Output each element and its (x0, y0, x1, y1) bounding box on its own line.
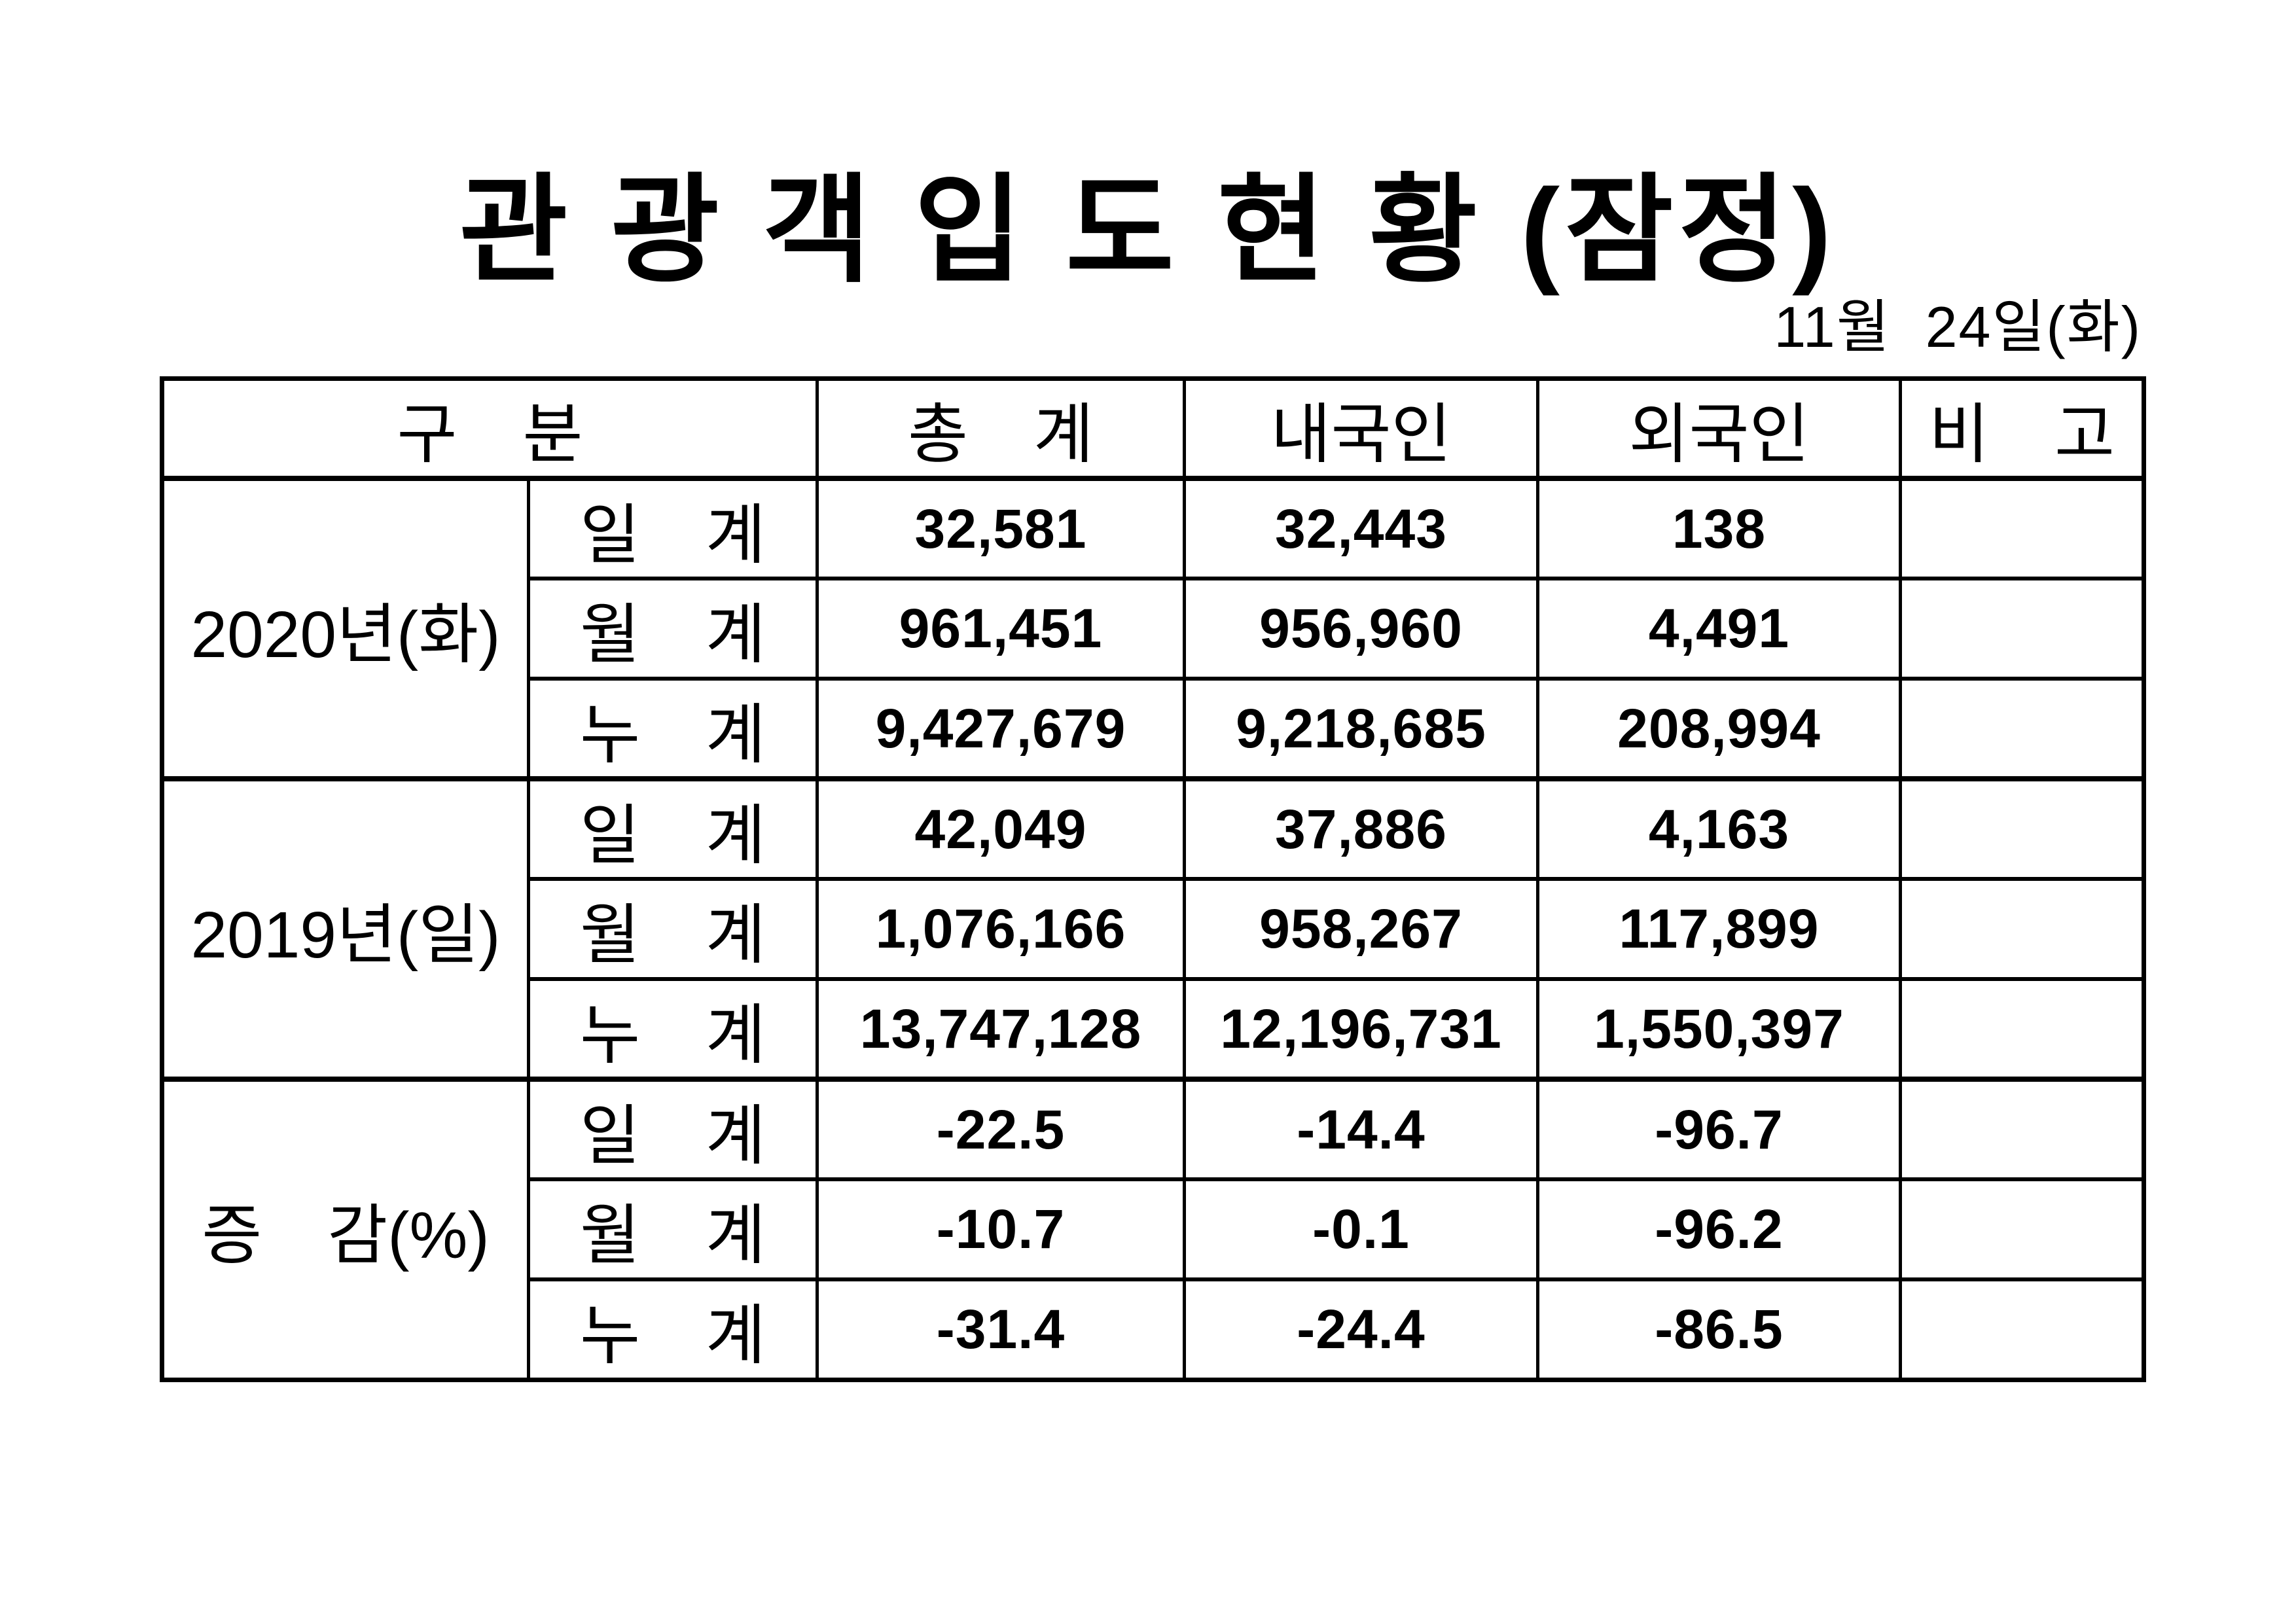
cell-foreign: 138 (1536, 476, 1902, 580)
cell-note (1899, 1277, 2145, 1382)
cell-total: 13,747,128 (816, 977, 1186, 1081)
row-label-cumulative: 누 계 (527, 977, 819, 1081)
table-row: 2019년(일) 일 계 42,049 37,886 4,163 (160, 776, 2145, 1081)
cell-total: 961,451 (816, 577, 1186, 681)
group-label-2020: 2020년(화) (160, 476, 530, 781)
row-label-monthly: 월 계 (527, 877, 819, 981)
cell-domestic: 32,443 (1183, 476, 1539, 580)
cell-domestic: 12,196,731 (1183, 977, 1539, 1081)
cell-foreign: -96.2 (1536, 1177, 1902, 1281)
row-label-daily: 일 계 (527, 476, 819, 580)
header-row: 구 분 총 계 내국인 외국인 비 고 (160, 376, 2145, 480)
cell-domestic: 956,960 (1183, 577, 1539, 681)
cell-foreign: 208,994 (1536, 677, 1902, 781)
cell-foreign: -86.5 (1536, 1277, 1902, 1382)
cell-domestic: -14.4 (1183, 1077, 1539, 1181)
group-label-2019: 2019년(일) (160, 776, 530, 1081)
cell-total: 9,427,679 (816, 677, 1186, 781)
cell-domestic: -0.1 (1183, 1177, 1539, 1281)
report-date: 11월 24일(화) (1774, 294, 2142, 359)
cell-domestic: -24.4 (1183, 1277, 1539, 1382)
header-cell-gubun: 구 분 (160, 376, 819, 480)
group-label-change-pct: 증 감(%) (160, 1077, 530, 1382)
table-row: 누 계 13,747,128 12,196,731 1,550,397 (162, 977, 2145, 1081)
table-row: 누 계 9,427,679 9,218,685 208,994 (162, 677, 2145, 781)
cell-note (1899, 577, 2145, 681)
header-cell-note: 비 고 (1899, 376, 2145, 480)
header-cell-total: 총 계 (816, 376, 1186, 480)
cell-domestic: 37,886 (1183, 776, 1539, 881)
header-cell-domestic: 내국인 (1183, 376, 1539, 480)
cell-total: -10.7 (816, 1177, 1186, 1281)
cell-total: -31.4 (816, 1277, 1186, 1382)
table-row: 월 계 1,076,166 958,267 117,899 (162, 877, 2145, 981)
cell-total: -22.5 (816, 1077, 1186, 1181)
cell-note (1899, 476, 2145, 580)
cell-note (1899, 977, 2145, 1081)
cell-note (1899, 1077, 2145, 1181)
cell-foreign: 117,899 (1536, 877, 1902, 981)
table-row: 증 감(%) 일 계 -22.5 -14.4 -96.7 (160, 1077, 2145, 1382)
cell-note (1899, 877, 2145, 981)
cell-note (1899, 776, 2145, 881)
row-label-cumulative: 누 계 (527, 1277, 819, 1382)
cell-foreign: 4,491 (1536, 577, 1902, 681)
cell-note (1899, 1177, 2145, 1281)
cell-foreign: 4,163 (1536, 776, 1902, 881)
cell-foreign: 1,550,397 (1536, 977, 1902, 1081)
header-cell-foreign: 외국인 (1536, 376, 1902, 480)
cell-total: 1,076,166 (816, 877, 1186, 981)
cell-total: 42,049 (816, 776, 1186, 881)
row-label-daily: 일 계 (527, 1077, 819, 1181)
table-row: 2020년(화) 일 계 32,581 32,443 138 (160, 476, 2145, 781)
table-row: 누 계 -31.4 -24.4 -86.5 (162, 1277, 2145, 1382)
tourist-arrivals-table: 구 분 총 계 내국인 외국인 비 고 2020년(화) 일 계 32,581 … (160, 376, 2146, 1382)
row-label-cumulative: 누 계 (527, 677, 819, 781)
row-label-monthly: 월 계 (527, 577, 819, 681)
cell-total: 32,581 (816, 476, 1186, 580)
row-label-monthly: 월 계 (527, 1177, 819, 1281)
table-row: 월 계 961,451 956,960 4,491 (162, 577, 2145, 681)
cell-note (1899, 677, 2145, 781)
page-title: 관 광 객 입 도 현 황 (잠정) (459, 165, 1837, 296)
row-label-daily: 일 계 (527, 776, 819, 881)
table-row: 월 계 -10.7 -0.1 -96.2 (162, 1177, 2145, 1281)
cell-domestic: 958,267 (1183, 877, 1539, 981)
cell-foreign: -96.7 (1536, 1077, 1902, 1181)
cell-domestic: 9,218,685 (1183, 677, 1539, 781)
